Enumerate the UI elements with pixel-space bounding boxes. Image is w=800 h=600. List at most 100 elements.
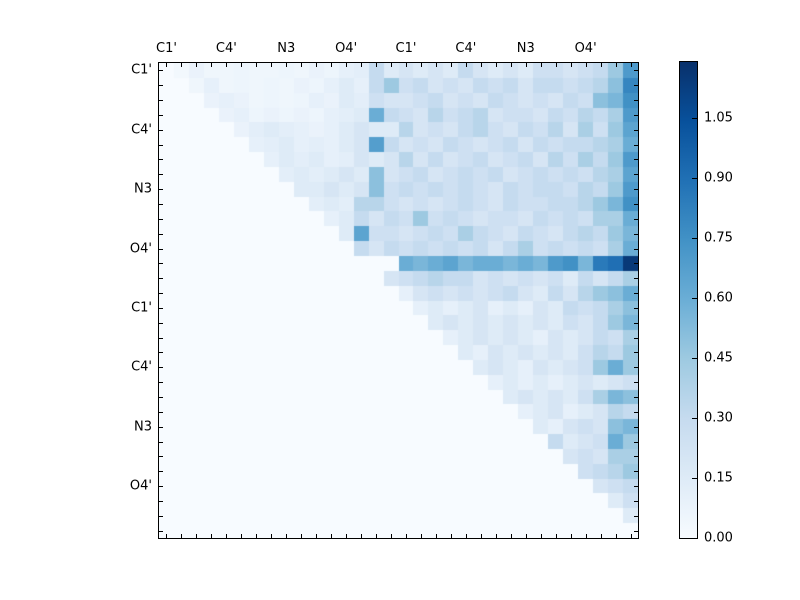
axis-tick-mark [634, 263, 638, 264]
axis-tick-mark [159, 115, 163, 116]
axis-tick-mark [406, 534, 407, 538]
axis-tick-mark [634, 308, 638, 309]
axis-tick-mark [601, 63, 602, 67]
x-axis-tick-label: O4' [335, 41, 358, 56]
axis-tick-mark [226, 63, 227, 67]
axis-tick-mark [361, 534, 362, 538]
axis-tick-mark [496, 63, 497, 67]
axis-tick-mark [361, 63, 362, 67]
axis-tick-mark [159, 486, 163, 487]
axis-tick-mark [634, 516, 638, 517]
colorbar-tick-label: 0.00 [704, 530, 733, 546]
axis-tick-mark [541, 534, 542, 538]
axis-tick-mark [159, 471, 163, 472]
axis-tick-mark [159, 234, 163, 235]
axis-tick-mark [159, 145, 163, 146]
x-axis-tick-label: O4' [574, 41, 597, 56]
axis-tick-mark [159, 130, 163, 131]
colorbar-tick-label: 0.30 [704, 410, 733, 426]
axis-tick-mark [511, 534, 512, 538]
axis-tick-mark [631, 534, 632, 538]
axis-tick-mark [159, 85, 163, 86]
axis-tick-mark [159, 219, 163, 220]
colorbar-tick-mark [692, 358, 697, 359]
axis-tick-mark [571, 63, 572, 67]
axis-tick-mark [159, 159, 163, 160]
axis-tick-mark [526, 534, 527, 538]
axis-tick-mark [481, 63, 482, 67]
axis-tick-mark [634, 338, 638, 339]
y-axis-tick-label: N3 [134, 419, 152, 435]
axis-tick-mark [301, 63, 302, 67]
axis-tick-mark [634, 531, 638, 532]
x-axis-tick-label: C4' [455, 41, 477, 56]
axis-tick-mark [159, 174, 163, 175]
axis-tick-mark [556, 63, 557, 67]
axis-tick-mark [271, 63, 272, 67]
axis-tick-mark [634, 174, 638, 175]
axis-tick-mark [159, 249, 163, 250]
x-axis-tick-label: C1' [395, 41, 417, 56]
colorbar-tick-mark [692, 118, 697, 119]
y-axis-tick-label: N3 [134, 181, 152, 197]
x-axis-tick-label: N3 [516, 41, 535, 56]
x-axis-tick-label: N3 [277, 41, 296, 56]
axis-tick-mark [634, 367, 638, 368]
axis-tick-mark [631, 63, 632, 67]
axis-tick-mark [634, 234, 638, 235]
axis-tick-mark [586, 63, 587, 67]
axis-tick-mark [159, 323, 163, 324]
axis-tick-mark [634, 471, 638, 472]
axis-tick-mark [634, 159, 638, 160]
axis-tick-mark [634, 442, 638, 443]
axis-tick-mark [601, 534, 602, 538]
x-axis-tick-label: C1' [156, 41, 177, 56]
colorbar-tick-mark [692, 178, 697, 179]
axis-tick-mark [271, 534, 272, 538]
axis-tick-mark [586, 534, 587, 538]
axis-tick-mark [436, 63, 437, 67]
axis-tick-mark [159, 263, 163, 264]
axis-tick-mark [541, 63, 542, 67]
axis-tick-mark [634, 219, 638, 220]
axis-tick-mark [241, 534, 242, 538]
axis-tick-mark [571, 534, 572, 538]
axis-tick-mark [159, 308, 163, 309]
colorbar-tick-mark [692, 418, 697, 419]
colorbar-tick-mark [692, 298, 697, 299]
axis-tick-mark [286, 63, 287, 67]
axis-tick-mark [316, 63, 317, 67]
axis-tick-mark [159, 204, 163, 205]
axis-tick-mark [159, 397, 163, 398]
axis-tick-mark [286, 534, 287, 538]
axis-tick-mark [159, 100, 163, 101]
axis-tick-mark [376, 534, 377, 538]
colorbar-tick-label: 0.75 [704, 230, 733, 246]
axis-tick-mark [421, 63, 422, 67]
colorbar-tick-label: 0.90 [704, 170, 733, 186]
axis-tick-mark [159, 427, 163, 428]
colorbar-tick-label: 0.15 [704, 470, 733, 486]
axis-tick-mark [634, 486, 638, 487]
axis-tick-mark [556, 534, 557, 538]
axis-tick-mark [181, 63, 182, 67]
axis-tick-mark [256, 534, 257, 538]
y-axis-tick-label: C1' [131, 62, 152, 78]
axis-tick-mark [421, 534, 422, 538]
colorbar-tick-mark [692, 238, 697, 239]
axis-tick-mark [159, 338, 163, 339]
axis-tick-mark [634, 189, 638, 190]
axis-tick-mark [634, 70, 638, 71]
axis-tick-mark [451, 63, 452, 67]
colorbar-tick-label: 1.05 [704, 110, 733, 126]
y-axis-tick-label: C4' [131, 122, 152, 138]
axis-tick-mark [511, 63, 512, 67]
axis-tick-mark [496, 534, 497, 538]
axis-tick-mark [301, 534, 302, 538]
axis-tick-mark [634, 100, 638, 101]
axis-tick-mark [616, 534, 617, 538]
y-axis-tick-label: C1' [131, 300, 152, 316]
axis-tick-mark [634, 382, 638, 383]
axis-tick-mark [376, 63, 377, 67]
axis-tick-mark [331, 63, 332, 67]
